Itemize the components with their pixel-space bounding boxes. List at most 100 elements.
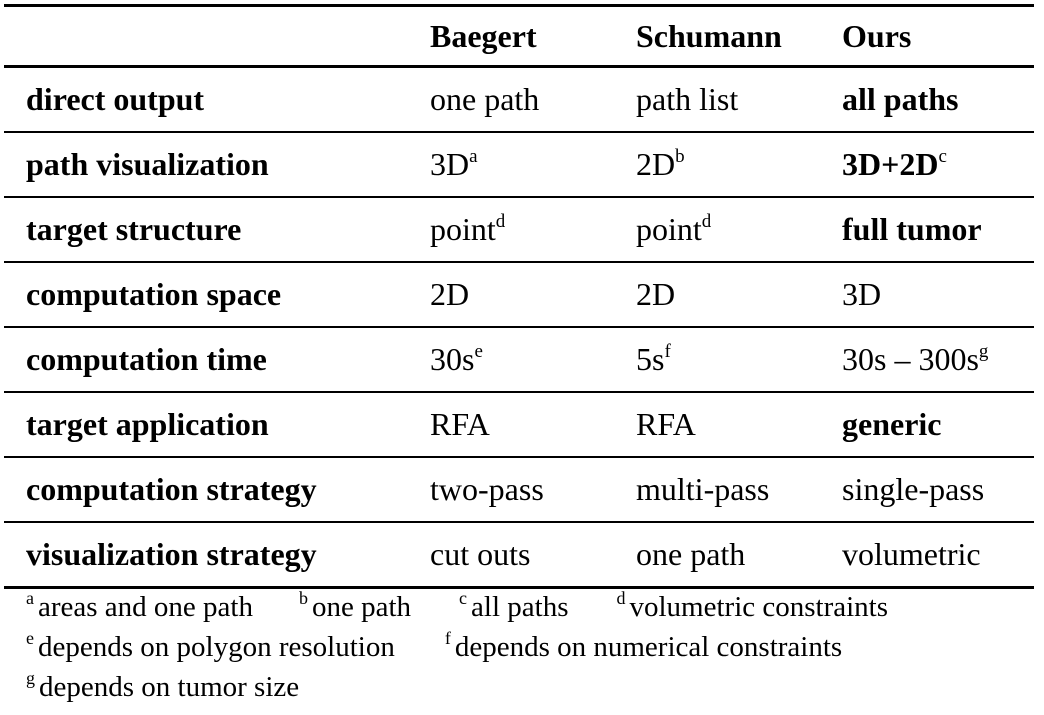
cell-text: volumetric (842, 536, 981, 572)
cell-text: 3D (842, 276, 882, 312)
table-cell: multi-pass (614, 457, 820, 523)
cell-text: path list (636, 81, 739, 117)
table-cell: one path (408, 66, 614, 133)
table-cell: volumetric (820, 522, 1034, 589)
footnote-mark: f (444, 628, 451, 648)
table-cell: RFA (614, 392, 820, 458)
cell-text: one path (430, 81, 540, 117)
footnotes: a areas and one path b one path c all paths d v… (26, 587, 1036, 707)
footnote-item: a areas and one path (26, 587, 253, 627)
cell-text: 3D (430, 146, 470, 182)
footnote-marker: d (701, 211, 712, 232)
table-cell: all paths (820, 66, 1034, 133)
cell-text: 2D (636, 276, 676, 312)
cell-text: 30s – 300s (842, 341, 979, 377)
footnote-text: depends on tumor size (39, 671, 300, 703)
table-cell: generic (820, 392, 1034, 458)
table-row: computation space 2D 2D 3D (4, 262, 1034, 328)
cell-text: 30s (430, 341, 475, 377)
table-cell: 2D (614, 262, 820, 328)
comparison-table-container: Baegert Schumann Ours direct output one p… (4, 4, 1034, 589)
footnote-item: g depends on tumor size (26, 667, 299, 707)
cell-text: one path (636, 536, 746, 572)
footnote-marker: f (664, 341, 671, 362)
footnote-line: g depends on tumor size (26, 667, 1036, 707)
footnote-text: depends on numerical constraints (454, 631, 843, 663)
table-row: visualization strategy cut outs one path vo… (4, 522, 1034, 589)
footnote-marker: d (495, 211, 506, 232)
footnote-item: e depends on polygon resolution (26, 627, 395, 667)
table-cell: 3D (820, 262, 1034, 328)
table-cell: 3Da (408, 132, 614, 198)
footnote-text: volumetric constraints (629, 591, 889, 623)
cell-text: two-pass (430, 471, 544, 507)
cell-text: full tumor (842, 211, 982, 247)
table-cell: full tumor (820, 197, 1034, 263)
row-label: computation time (4, 327, 408, 393)
table-cell: cut outs (408, 522, 614, 589)
cell-text: single-pass (842, 471, 985, 507)
footnote-text: depends on polygon resolution (38, 631, 395, 663)
table-row: computation strategy two-pass multi-pass si… (4, 457, 1034, 523)
table-header: Baegert Schumann Ours (4, 4, 1034, 67)
cell-text: 3D+2D (842, 146, 939, 182)
row-label: target application (4, 392, 408, 458)
footnote-text: all paths (471, 591, 569, 623)
footnote-text: one path (311, 591, 412, 623)
footnote-marker: g (978, 341, 989, 362)
header-cell-ours: Ours (820, 4, 1034, 67)
table-cell: 5sf (614, 327, 820, 393)
table-row: computation time 30se 5sf 30s – 300sg (4, 327, 1034, 393)
table-row: target application RFA RFA generic (4, 392, 1034, 458)
table-cell: 2D (408, 262, 614, 328)
cell-text: multi-pass (636, 471, 770, 507)
footnote-marker: b (675, 146, 685, 167)
cell-text: 2D (430, 276, 470, 312)
table-cell: 2Db (614, 132, 820, 198)
cell-text: generic (842, 406, 942, 442)
footnote-item: c all paths (459, 587, 568, 627)
header-cell-baegert: Baegert (408, 4, 614, 67)
table-cell: one path (614, 522, 820, 589)
header-cell-schumann: Schumann (614, 4, 820, 67)
footnote-mark: g (26, 668, 35, 688)
table-cell: pointd (408, 197, 614, 263)
table-cell: two-pass (408, 457, 614, 523)
footnote-line: e depends on polygon resolution f depends o… (26, 627, 1036, 667)
row-label: target structure (4, 197, 408, 263)
row-label: computation space (4, 262, 408, 328)
table-cell: 30se (408, 327, 614, 393)
footnote-item: d volumetric constraints (617, 587, 889, 627)
row-label: computation strategy (4, 457, 408, 523)
row-label: visualization strategy (4, 522, 408, 589)
row-label: path visualization (4, 132, 408, 198)
footnote-line: a areas and one path b one path c all paths d v… (26, 587, 1036, 627)
cell-text: RFA (636, 406, 696, 442)
footnote-marker: e (474, 341, 483, 362)
footnote-marker: c (938, 146, 947, 167)
footnote-mark: d (616, 588, 626, 608)
table-body: direct output one path path list all paths p… (4, 66, 1034, 589)
footnote-mark: c (459, 588, 468, 608)
cell-text: point (430, 211, 496, 247)
footnote-item: b one path (299, 587, 411, 627)
table-cell: path list (614, 66, 820, 133)
cell-text: point (636, 211, 702, 247)
cell-text: all paths (842, 81, 959, 117)
header-cell-empty (4, 4, 408, 67)
table-cell: RFA (408, 392, 614, 458)
footnote-marker: a (469, 146, 478, 167)
footnote-item: f depends on numerical constraints (445, 627, 842, 667)
cell-text: RFA (430, 406, 490, 442)
table-cell: 30s – 300sg (820, 327, 1034, 393)
footnote-mark: e (26, 628, 34, 648)
cell-text: cut outs (430, 536, 531, 572)
table-row: direct output one path path list all paths (4, 66, 1034, 133)
row-label: direct output (4, 66, 408, 133)
table-cell: pointd (614, 197, 820, 263)
table-row: target structure pointd pointd full tumor (4, 197, 1034, 263)
footnote-text: areas and one path (38, 591, 253, 623)
header-row: Baegert Schumann Ours (4, 4, 1034, 67)
table-cell: 3D+2Dc (820, 132, 1034, 198)
table-row: path visualization 3Da 2Db 3D+2Dc (4, 132, 1034, 198)
